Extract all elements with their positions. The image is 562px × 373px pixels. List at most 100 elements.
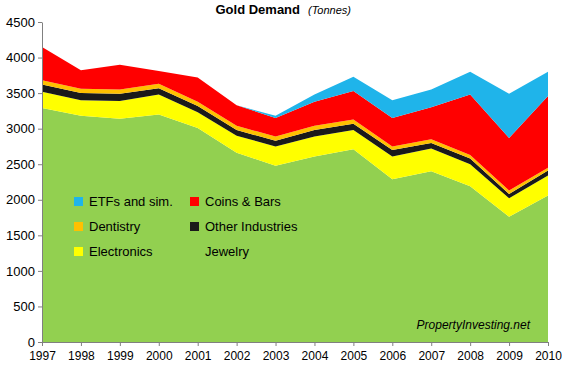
legend: Jewelry Electronics Other Industries Dentis… — [74, 194, 298, 259]
plot: 0 500 1000 1500 2000 2500 3000 3500 4000 4500 1997… — [6, 15, 562, 363]
y-tick-label: 1500 — [6, 228, 35, 243]
x-tick-mark — [548, 342, 549, 346]
y-tick: 3500 — [6, 86, 42, 101]
areas — [42, 47, 548, 342]
x-tick-mark — [470, 342, 471, 346]
y-tick-mark — [38, 22, 42, 23]
x-axis-line — [43, 342, 549, 343]
legend-label: Dentistry — [89, 219, 141, 234]
x-tick-mark — [81, 342, 82, 346]
x-tick-label: 2006 — [379, 349, 406, 363]
legend-item: Dentistry — [74, 219, 141, 234]
x-tick-mark — [42, 342, 43, 346]
subtitle: (Tonnes) — [308, 4, 351, 16]
x-tick-mark — [353, 342, 354, 346]
y-tick: 1000 — [6, 264, 42, 279]
x-tick-label: 1998 — [68, 349, 95, 363]
legend-label: ETFs and sim. — [89, 194, 173, 209]
annotation: PropertyInvesting.net — [417, 318, 531, 332]
y-tick-label: 3000 — [6, 121, 35, 136]
legend-label: Other Industries — [205, 219, 298, 234]
legend-label: Electronics — [89, 244, 153, 259]
x-tick-mark — [237, 342, 238, 346]
x-tick: 1999 — [107, 342, 134, 363]
x-tick: 2000 — [146, 342, 173, 363]
x-tick: 2008 — [457, 342, 484, 363]
x-axis: 1997 1998 1999 2000 2001 2002 2003 2004 2005 2006… — [29, 342, 562, 363]
y-axis: 0 500 1000 1500 2000 2500 3000 3500 4000 4500 — [6, 15, 42, 350]
x-tick-label: 1999 — [107, 349, 134, 363]
x-tick-label: 2010 — [535, 349, 562, 363]
y-tick: 4000 — [6, 50, 42, 65]
y-tick-mark — [38, 235, 42, 236]
x-tick-mark — [431, 342, 432, 346]
y-tick-mark — [38, 342, 42, 343]
title: Gold Demand — [215, 2, 300, 17]
y-tick: 4500 — [6, 15, 42, 30]
y-tick-mark — [38, 58, 42, 59]
x-tick-mark — [392, 342, 393, 346]
x-tick: 2005 — [341, 342, 368, 363]
x-tick-label: 2000 — [146, 349, 173, 363]
x-tick-label: 2001 — [185, 349, 212, 363]
y-tick: 500 — [13, 299, 42, 314]
y-tick-mark — [38, 129, 42, 130]
chart: 0 500 1000 1500 2000 2500 3000 3500 4000 4500 1997… — [0, 0, 562, 373]
legend-item: ETFs and sim. — [74, 194, 173, 209]
x-tick-label: 2009 — [496, 349, 523, 363]
y-axis-line — [42, 23, 43, 343]
legend-swatch — [74, 247, 83, 256]
y-tick-mark — [38, 271, 42, 272]
legend-item: Other Industries — [190, 219, 298, 234]
x-tick-mark — [159, 342, 160, 346]
x-tick-label: 1997 — [29, 349, 56, 363]
y-tick-mark — [38, 164, 42, 165]
x-tick-label: 2008 — [457, 349, 484, 363]
x-tick-label: 2003 — [263, 349, 290, 363]
y-tick-mark — [38, 93, 42, 94]
legend-swatch — [190, 247, 199, 256]
x-tick: 2009 — [496, 342, 523, 363]
legend-swatch — [190, 197, 199, 206]
x-tick: 2006 — [379, 342, 406, 363]
y-tick-label: 1000 — [6, 264, 35, 279]
legend-swatch — [74, 197, 83, 206]
legend-swatch — [190, 222, 199, 231]
x-tick-mark — [198, 342, 199, 346]
x-tick-mark — [120, 342, 121, 346]
legend-item: Coins & Bars — [190, 194, 281, 209]
x-tick-label: 2002 — [224, 349, 251, 363]
y-tick-label: 500 — [13, 299, 35, 314]
x-tick: 2002 — [224, 342, 251, 363]
y-tick-mark — [38, 306, 42, 307]
x-tick-mark — [509, 342, 510, 346]
x-tick-label: 2004 — [302, 349, 329, 363]
y-tick: 2500 — [6, 157, 42, 172]
x-tick: 2003 — [263, 342, 290, 363]
y-tick-mark — [38, 200, 42, 201]
x-tick: 1997 — [29, 342, 56, 363]
x-tick: 1998 — [68, 342, 95, 363]
y-tick-label: 2000 — [6, 192, 35, 207]
legend-label: Coins & Bars — [205, 194, 281, 209]
y-tick-label: 4000 — [6, 50, 35, 65]
y-tick-label: 4500 — [6, 15, 35, 30]
legend-swatch — [74, 222, 83, 231]
legend-label: Jewelry — [205, 244, 250, 259]
y-tick: 1500 — [6, 228, 42, 243]
area-layer — [42, 47, 548, 191]
y-tick: 2000 — [6, 192, 42, 207]
y-tick-label: 2500 — [6, 157, 35, 172]
y-tick-label: 0 — [28, 335, 35, 350]
x-tick: 2001 — [185, 342, 212, 363]
y-tick: 3000 — [6, 121, 42, 136]
legend-item: Jewelry — [190, 244, 250, 259]
x-tick-mark — [276, 342, 277, 346]
y-tick: 0 — [28, 335, 42, 350]
x-tick-mark — [314, 342, 315, 346]
y-tick-label: 3500 — [6, 86, 35, 101]
x-tick-label: 2007 — [418, 349, 445, 363]
legend-item: Electronics — [74, 244, 153, 259]
x-tick: 2007 — [418, 342, 445, 363]
x-tick-label: 2005 — [341, 349, 368, 363]
